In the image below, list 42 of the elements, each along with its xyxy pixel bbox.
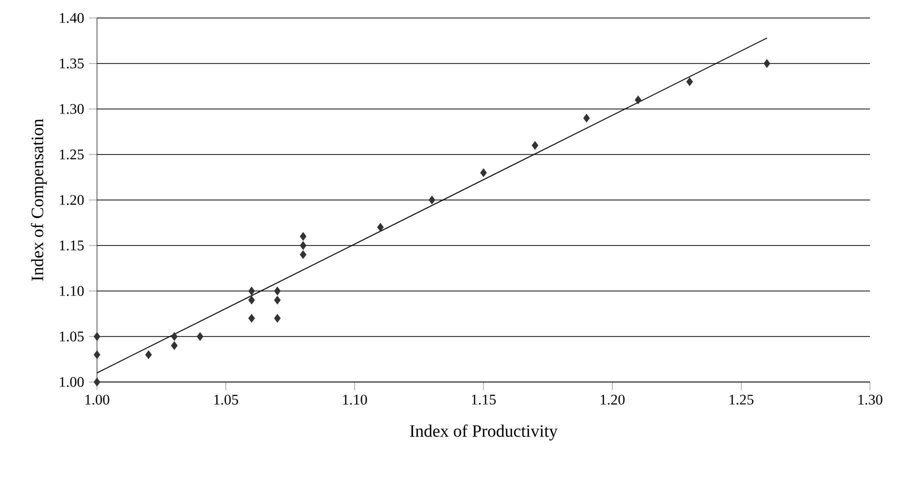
y-tick-label: 1.10 <box>60 286 84 296</box>
point <box>300 241 306 250</box>
point <box>94 378 100 386</box>
point <box>686 77 693 86</box>
point <box>480 168 487 177</box>
point <box>274 296 281 304</box>
point <box>532 141 538 150</box>
y-axis-title: Index of Compensation <box>30 118 47 281</box>
x-axis-title: Index of Productivity <box>410 424 558 440</box>
point <box>428 196 436 204</box>
x-tick-label: 1.15 <box>472 394 496 405</box>
point <box>248 296 255 304</box>
point <box>764 59 770 68</box>
y-tick-label: 1.20 <box>60 195 84 205</box>
y-tick-label: 1.35 <box>60 58 84 68</box>
x-tick-label: 1.10 <box>343 394 367 405</box>
y-tick-label: 1.05 <box>60 332 84 342</box>
point <box>300 232 306 241</box>
point <box>634 96 642 104</box>
x-tick-label: 1.25 <box>730 394 754 405</box>
y-tick-label: 1.00 <box>60 377 84 387</box>
y-tick-label: 1.40 <box>60 13 84 23</box>
point <box>583 114 590 122</box>
y-tick-label: 1.30 <box>60 104 84 114</box>
point <box>171 332 178 341</box>
y-tick-label: 1.15 <box>60 240 84 250</box>
point <box>171 341 178 350</box>
point <box>196 332 204 341</box>
point <box>248 314 255 323</box>
point <box>94 350 100 359</box>
point <box>94 332 100 341</box>
x-tick-label: 1.05 <box>214 394 238 405</box>
x-tick-label: 1.30 <box>858 394 882 405</box>
point <box>145 350 152 359</box>
point <box>377 223 384 232</box>
point <box>274 314 281 323</box>
y-tick-label: 1.25 <box>60 150 84 160</box>
x-tick-label: 1.20 <box>600 394 625 405</box>
point <box>300 250 306 259</box>
x-tick-label: 1.00 <box>85 394 110 405</box>
point <box>248 286 255 296</box>
point <box>274 286 281 296</box>
